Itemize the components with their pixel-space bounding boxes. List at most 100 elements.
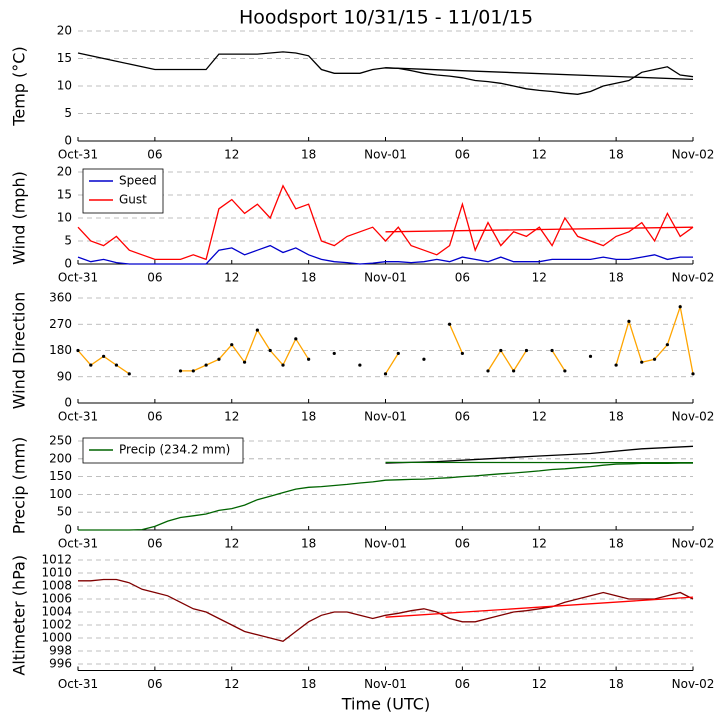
x-tick-label: 06 [147,148,162,162]
y-tick-label: 10 [57,79,72,93]
y-axis-label: Wind Direction [10,292,29,410]
point [217,357,221,361]
x-tick-label: 12 [224,271,239,285]
figure-title: Hoodsport 10/31/15 - 11/01/15 [239,7,533,29]
y-tick-label: 20 [57,165,72,179]
point [678,305,682,309]
x-tick-label: 18 [301,537,316,551]
y-tick-label: 1000 [41,631,72,645]
legend-label: Speed [119,174,157,188]
panel: 0 90 180 270 360 Oct-31 06 12 18 Nov-01 06 12 18 Nov-… [10,291,715,424]
y-tick-label: 5 [64,234,72,248]
x-tick-label: 12 [532,677,547,691]
y-tick-label: 0 [64,134,72,148]
x-tick-label: Nov-01 [364,148,407,162]
x-tick-label: 12 [224,537,239,551]
x-tick-label: Oct-31 [58,410,98,424]
x-tick-label: 12 [532,537,547,551]
point [524,348,529,353]
point [665,343,669,347]
x-tick-label: Nov-02 [672,677,715,691]
x-tick-label: 06 [455,537,470,551]
y-tick-label: 5 [64,106,72,120]
y-axis-label: Wind (mph) [10,171,29,265]
x-tick-label: 18 [301,410,316,424]
x-tick-label: 18 [608,148,623,162]
point [114,363,119,367]
series-line [385,67,694,81]
y-tick-label: 0 [64,396,72,410]
y-tick-label: 250 [49,434,72,448]
y-tick-label: 1004 [41,605,72,619]
x-tick-label: Nov-02 [672,537,715,551]
y-tick-label: 180 [49,343,72,357]
y-tick-label: 996 [49,657,72,671]
point [268,348,272,353]
point [447,322,452,326]
point [255,328,259,332]
point [127,372,131,376]
x-tick-label: 18 [608,410,623,424]
x-tick-label: 18 [301,148,316,162]
point [307,357,311,361]
legend-label: Gust [119,193,147,207]
x-tick-label: 06 [147,271,162,285]
x-tick-label: 06 [147,410,162,424]
y-tick-label: 15 [57,188,72,202]
legend-label: Precip (234.2 mm) [119,443,230,457]
x-tick-label: 18 [608,677,623,691]
x-tick-label: 06 [147,537,162,551]
x-tick-label: 18 [301,677,316,691]
point [460,351,464,356]
x-tick-label: 06 [455,677,470,691]
x-tick-label: Nov-02 [672,271,715,285]
x-tick-label: Oct-31 [58,677,98,691]
y-tick-label: 100 [49,487,72,501]
x-tick-label: Oct-31 [58,271,98,285]
x-tick-label: Oct-31 [58,148,98,162]
x-tick-label: 18 [608,537,623,551]
point [486,369,490,373]
series-line [77,184,694,261]
point [102,354,106,358]
y-tick-label: 15 [57,51,72,65]
x-tick-label: Oct-31 [58,537,98,551]
point [76,348,80,353]
point [332,351,336,356]
point [294,337,298,341]
series-line [78,462,693,531]
x-tick-label: 12 [224,148,239,162]
x-tick-label: 12 [532,148,547,162]
point [614,363,618,367]
x-tick-label: Nov-01 [364,677,407,691]
y-tick-label: 20 [57,24,72,38]
point [550,348,554,353]
x-tick-label: 12 [224,677,239,691]
point [89,363,93,367]
point [652,357,657,361]
x-tick-label: 18 [608,271,623,285]
y-tick-label: 200 [49,451,72,465]
point [281,363,285,367]
y-tick-label: 10 [57,211,72,225]
point [499,348,503,353]
x-tick-label: Nov-02 [672,410,715,424]
series-line [78,578,694,643]
y-tick-label: 998 [49,644,72,658]
y-axis-label: Temp (°C) [10,46,29,126]
y-tick-label: 1002 [41,618,72,632]
series-line [385,596,694,618]
point [396,351,400,356]
point [178,369,183,373]
x-axis-label: Time (UTC) [341,695,430,714]
point [191,369,195,373]
y-tick-label: 150 [49,469,72,483]
point [640,360,644,364]
y-tick-label: 270 [49,317,72,331]
y-tick-label: 1012 [41,553,72,567]
legend [82,168,164,214]
point [691,372,695,376]
y-axis-label: Precip (mm) [10,437,29,535]
x-tick-label: 06 [147,677,162,691]
